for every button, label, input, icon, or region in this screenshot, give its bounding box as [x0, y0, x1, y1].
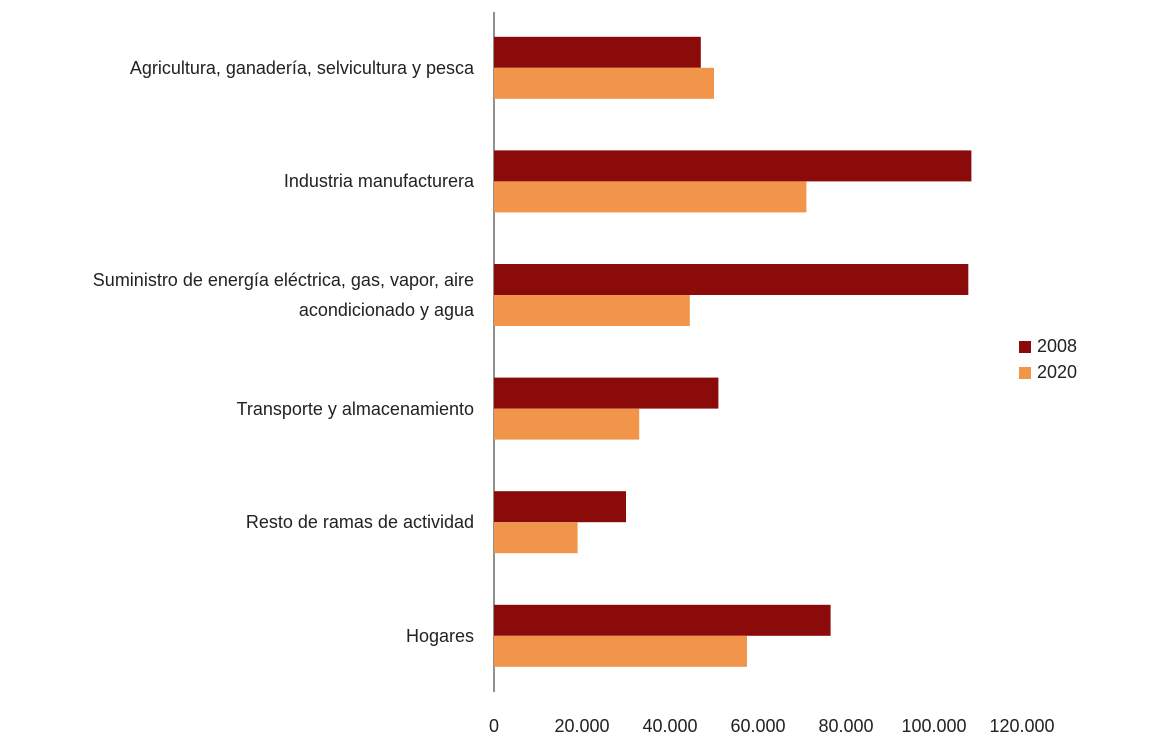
bar [494, 377, 719, 409]
y-tick-label: Agricultura, ganadería, selvicultura y p… [129, 57, 474, 78]
bar [494, 491, 626, 523]
bar [494, 408, 640, 440]
bar [494, 36, 701, 68]
x-tick-label: 80.000 [818, 716, 873, 735]
bar [494, 67, 714, 99]
bar [494, 295, 690, 326]
bar [494, 604, 831, 636]
y-tick-label: Suministro de energía eléctrica, gas, va… [92, 270, 474, 320]
x-tick-label: 40.000 [642, 716, 697, 735]
x-tick-label: 60.000 [730, 716, 785, 735]
x-tick-label: 100.000 [901, 716, 966, 735]
y-tick-label: Transporte y almacenamiento [236, 398, 474, 419]
y-tick-label: Resto de ramas de actividad [245, 512, 474, 533]
x-tick-label: 20.000 [554, 716, 609, 735]
bar [494, 181, 807, 213]
y-tick-label: Hogares [405, 625, 474, 646]
x-tick-label: 120.000 [989, 716, 1054, 735]
legend-label: 2008 [1037, 336, 1077, 356]
bar [494, 150, 972, 182]
legend-swatch [1019, 367, 1031, 379]
bar [494, 264, 969, 295]
bar [494, 635, 747, 667]
legend-swatch [1019, 341, 1031, 353]
y-tick-label: Industria manufacturera [283, 171, 474, 192]
x-tick-label: 0 [489, 716, 499, 735]
bar [494, 522, 578, 554]
legend-label: 2020 [1037, 362, 1077, 382]
